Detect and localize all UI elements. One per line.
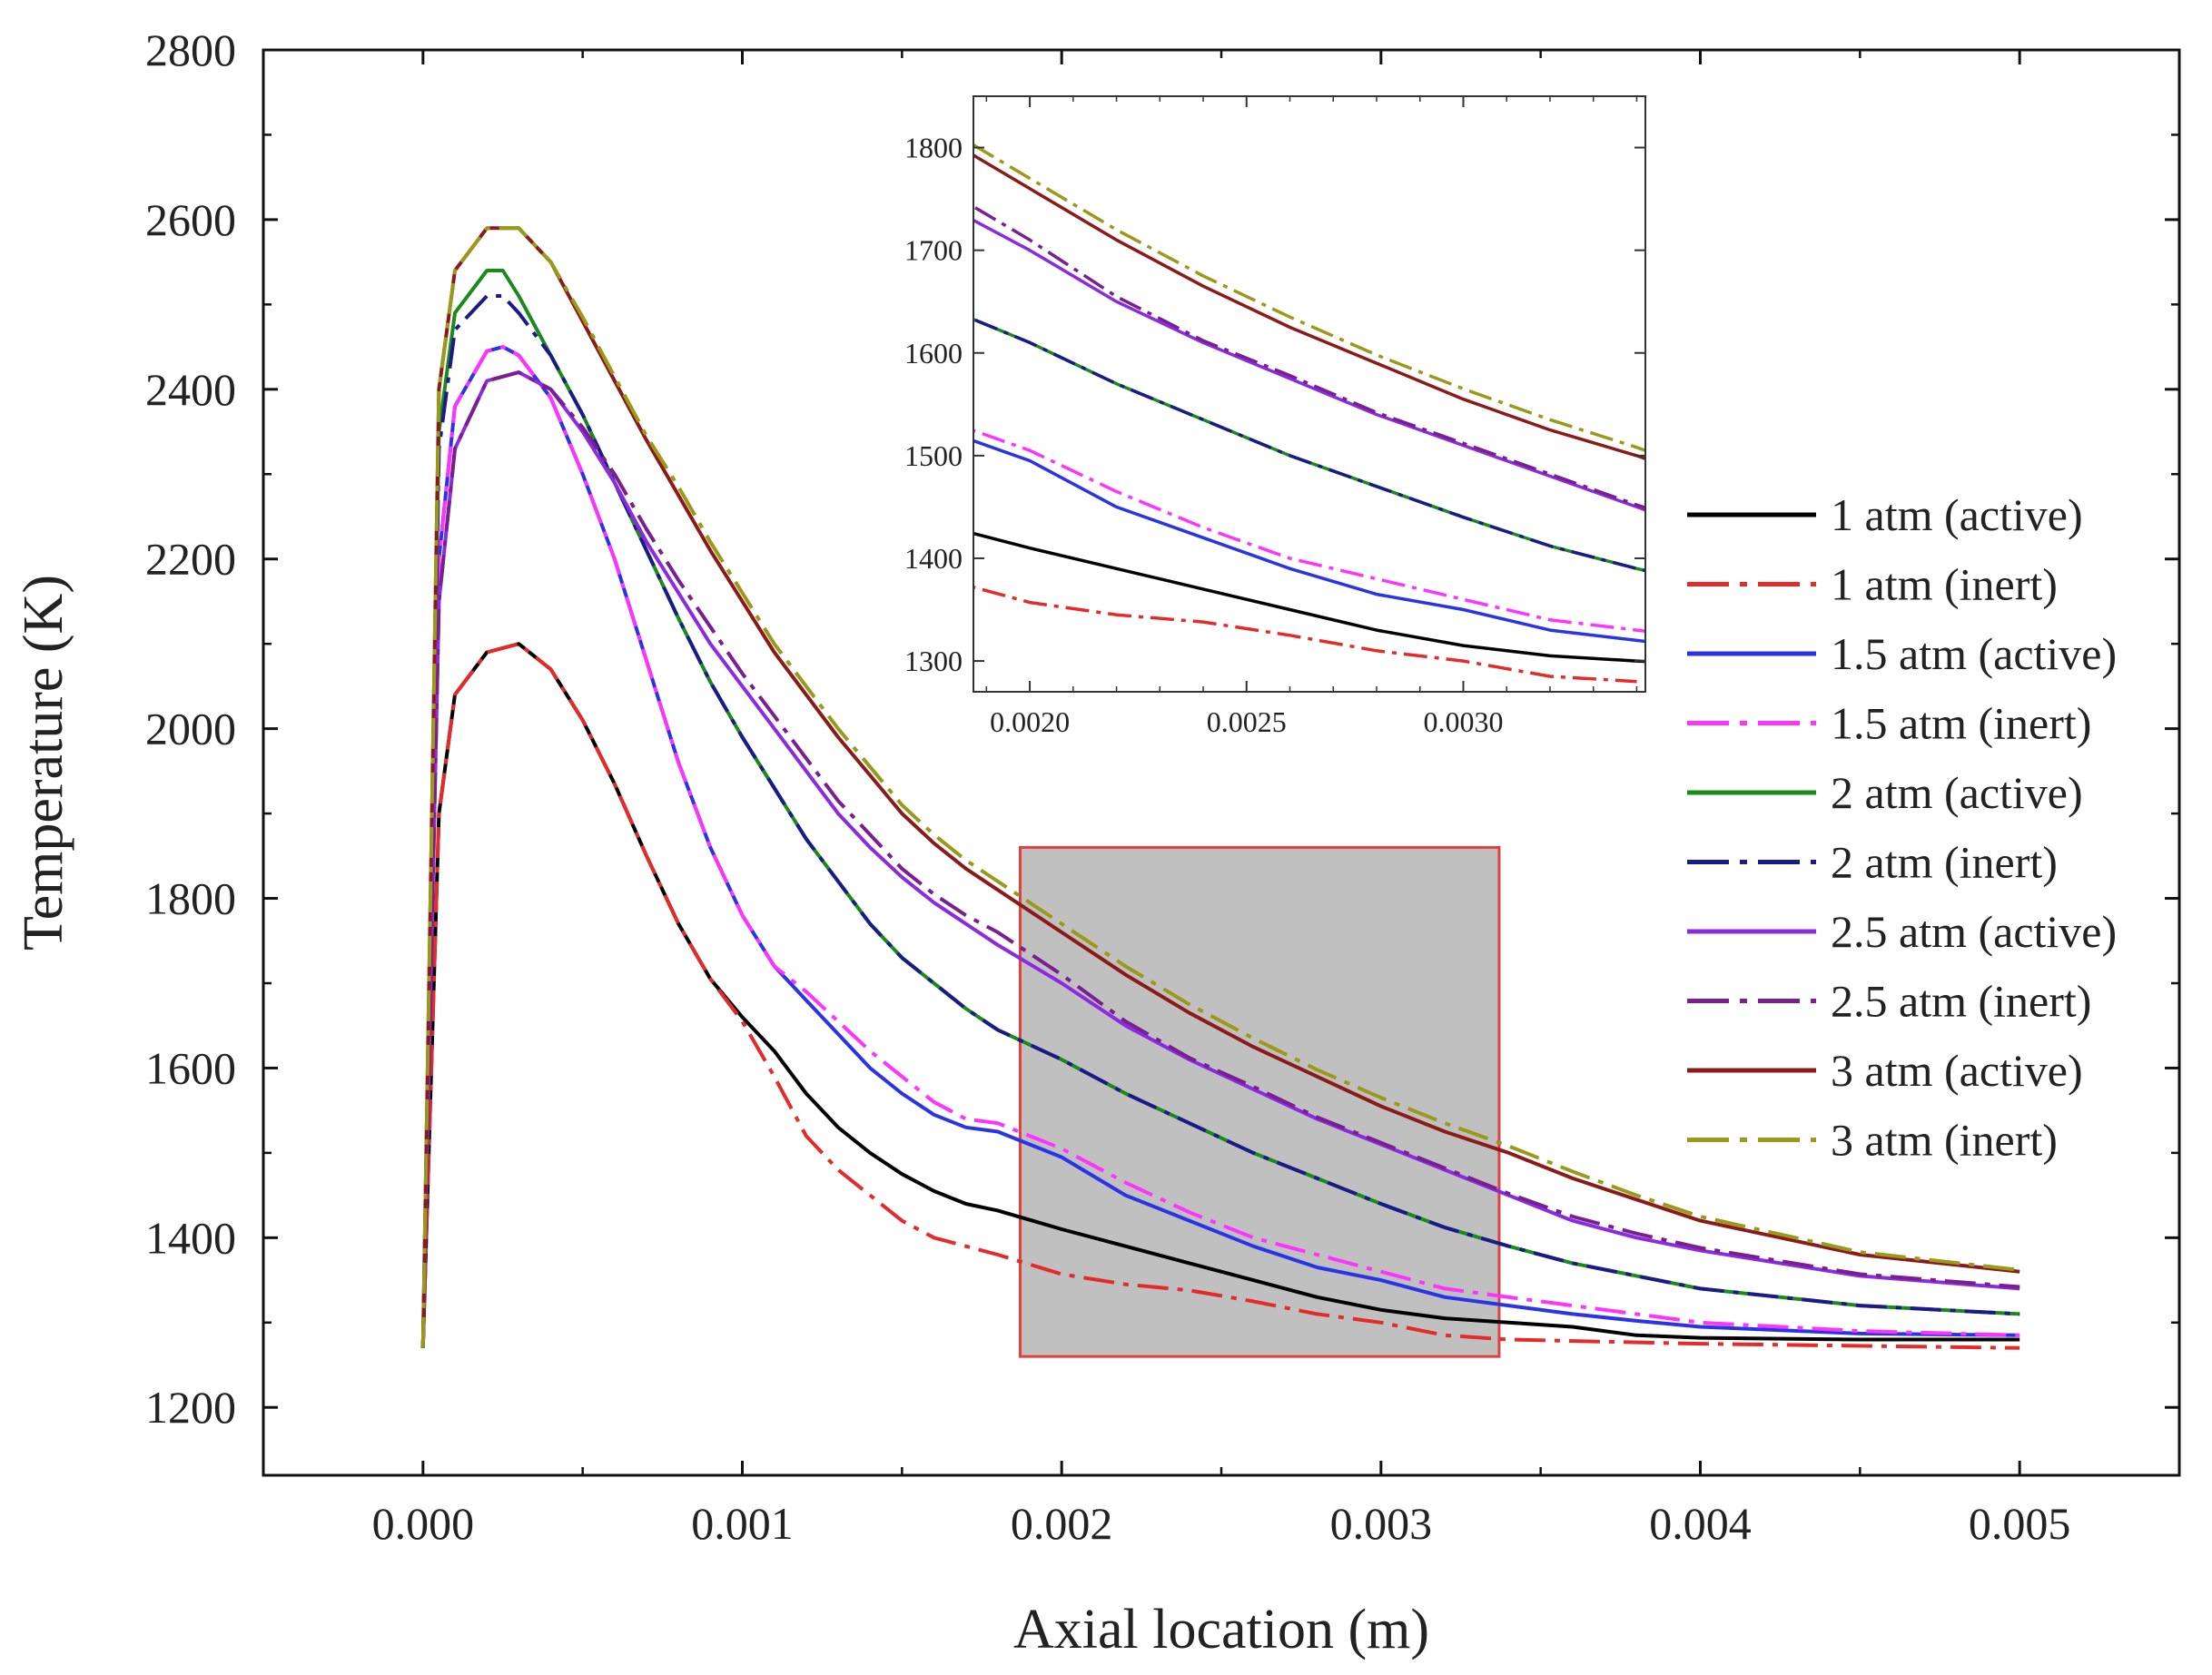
legend-label-1: 1 atm (inert) [1831,559,2058,610]
x-tick-label: 0.005 [1969,1498,2071,1549]
y-tick-label: 2000 [145,704,236,754]
y-tick-label: 1800 [145,873,236,924]
legend-label-8: 3 atm (active) [1831,1045,2083,1096]
inset-series-line-1 [973,585,1637,684]
legend-label-3: 1.5 atm (inert) [1831,698,2091,749]
inset-frame [973,95,1646,693]
inset-x-tick-label: 0.0020 [990,705,1070,738]
inset-y-tick-label: 1700 [904,234,963,267]
series-line-9 [420,226,2020,1348]
legend-label-2: 1.5 atm (active) [1831,628,2117,679]
y-tick-label: 2400 [145,364,236,415]
inset-panel [973,96,1645,692]
x-tick-label: 0.004 [1649,1498,1752,1549]
inset-x-tick-label: 0.0025 [1207,705,1287,738]
inset-series-line-6 [973,218,1645,512]
legend-label-5: 2 atm (inert) [1831,837,2058,888]
y-tick-label: 1400 [145,1212,236,1263]
x-tick-label: 0.001 [691,1498,794,1549]
inset-series-line-9 [973,143,1645,453]
inset-series-line-7 [973,204,1645,510]
x-axis-title: Axial location (m) [1013,1599,1429,1660]
inset-series-line-3 [973,429,1645,633]
series-line-1 [420,642,2020,1350]
series-line-3 [420,345,2020,1348]
inset-series-line-8 [973,153,1645,461]
inset-y-tick-label: 1300 [904,645,963,677]
y-tick-label: 2200 [145,534,236,585]
y-tick-label: 1600 [145,1042,236,1093]
series-line-8 [420,226,2020,1348]
inset-x-tick-label: 0.0030 [1423,705,1503,738]
legend-label-6: 2.5 atm (active) [1831,906,2117,957]
series-line-0 [420,642,2020,1348]
inset-y-tick-label: 1600 [904,337,963,369]
inset-series-line-2 [973,438,1645,644]
inset-y-tick-label: 1800 [904,132,963,164]
plot-frame [262,48,2181,1477]
inset-series-line-0 [973,531,1645,664]
y-axis-title: Temperature (K) [13,575,74,951]
legend-label-9: 3 atm (inert) [1831,1115,2058,1166]
series-line-2 [420,345,2020,1348]
legend-label-4: 2 atm (active) [1831,767,2083,818]
y-tick-label: 2800 [145,25,236,75]
x-tick-label: 0.003 [1330,1498,1433,1549]
zoom-region-box [1018,845,1501,1358]
series-line-4 [420,269,2020,1348]
inset-y-tick-label: 1400 [904,542,963,575]
legend-label-0: 1 atm (active) [1831,489,2083,540]
inset-y-tick-label: 1500 [904,439,963,472]
series-line-7 [420,370,2020,1348]
x-tick-label: 0.002 [1011,1498,1113,1549]
inset-series-line-5 [973,317,1645,573]
series-line-5 [420,294,2020,1348]
y-tick-label: 2600 [145,194,236,245]
x-tick-label: 0.000 [372,1498,475,1549]
y-tick-label: 1200 [145,1382,236,1433]
legend-label-7: 2.5 atm (inert) [1831,976,2091,1027]
